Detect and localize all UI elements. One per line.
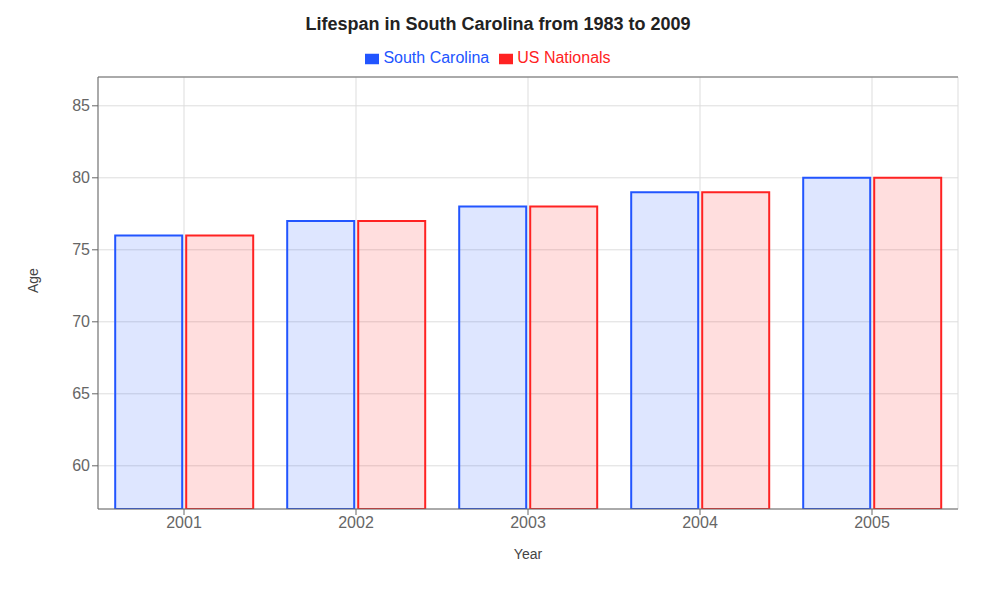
svg-text:Year: Year [514,546,543,562]
svg-text:2005: 2005 [854,514,890,531]
svg-text:2004: 2004 [682,514,718,531]
svg-text:60: 60 [72,457,90,474]
svg-text:80: 80 [72,169,90,186]
svg-text:65: 65 [72,385,90,402]
svg-text:2003: 2003 [510,514,546,531]
html-text:US Nationals: US Nationals [517,49,611,66]
svg-text:70: 70 [72,313,90,330]
svg-text:85: 85 [72,97,90,114]
svg-text:Age: Age [25,268,41,293]
html-text:Lifespan in South Carolina fro: Lifespan in South Carolina from 1983 to … [305,14,691,34]
svg-text:2002: 2002 [338,514,374,531]
html-text:South Carolina: South Carolina [383,49,490,66]
svg-text:75: 75 [72,241,90,258]
svg-text:2001: 2001 [166,514,202,531]
